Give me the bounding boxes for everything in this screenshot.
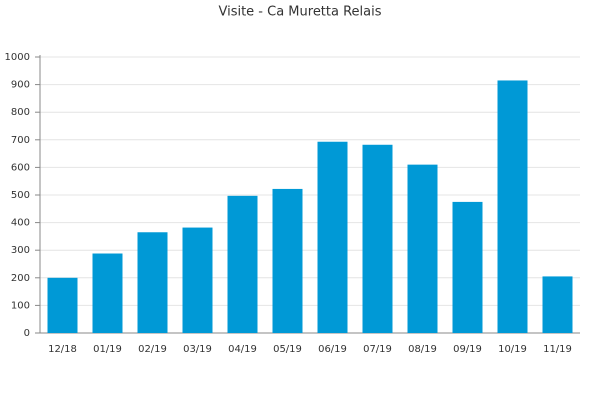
- x-tick-label: 02/19: [138, 344, 167, 355]
- y-tick-label: 900: [11, 80, 30, 91]
- bar: [272, 188, 303, 333]
- bar: [317, 141, 348, 333]
- chart-title: Visite - Ca Muretta Relais: [218, 5, 381, 20]
- x-tick-label: 11/19: [543, 344, 572, 355]
- x-tick-label: 12/18: [48, 344, 77, 355]
- x-tick-label: 07/19: [363, 344, 392, 355]
- x-tick-label: 08/19: [408, 344, 437, 355]
- x-tick-label: 09/19: [453, 344, 482, 355]
- x-tick-label: 05/19: [273, 344, 302, 355]
- bar: [137, 232, 168, 333]
- y-tick-label: 0: [24, 328, 30, 339]
- y-tick-label: 500: [11, 190, 30, 201]
- y-tick-label: 200: [11, 273, 30, 284]
- bar: [182, 227, 213, 333]
- x-tick-label: 01/19: [93, 344, 122, 355]
- y-tick-label: 100: [11, 300, 30, 311]
- bar: [407, 164, 438, 333]
- x-tick-label: 06/19: [318, 344, 347, 355]
- bar: [227, 195, 258, 333]
- bar: [452, 201, 483, 333]
- bar: [47, 277, 78, 333]
- x-tick-label: 04/19: [228, 344, 257, 355]
- bar: [497, 80, 528, 334]
- y-tick-label: 700: [11, 135, 30, 146]
- y-tick-label: 300: [11, 245, 30, 256]
- bar: [362, 144, 393, 333]
- y-tick-label: 400: [11, 218, 30, 229]
- bar: [92, 253, 123, 333]
- x-tick-label: 03/19: [183, 344, 212, 355]
- bar: [542, 276, 573, 333]
- y-tick-label: 800: [11, 107, 30, 118]
- y-tick-label: 1000: [5, 52, 30, 63]
- x-tick-label: 10/19: [498, 344, 527, 355]
- y-tick-label: 600: [11, 162, 30, 173]
